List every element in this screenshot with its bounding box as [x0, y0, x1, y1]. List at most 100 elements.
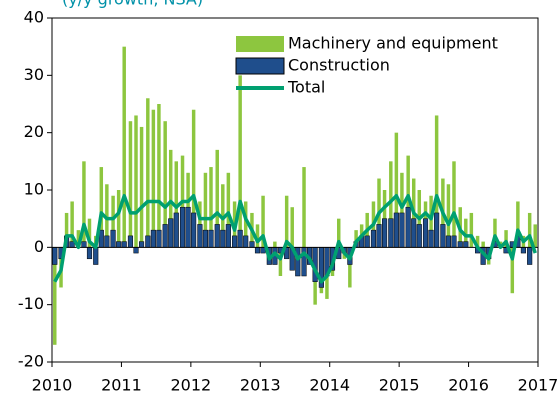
machinery-bar — [203, 172, 208, 248]
construction-bar — [138, 241, 145, 248]
machinery-bar — [394, 132, 399, 248]
machinery-bar — [400, 172, 404, 248]
construction-bar — [52, 247, 58, 265]
construction-bar — [150, 229, 156, 248]
x-tick-label: 2015 — [379, 376, 420, 395]
machinery-bar — [64, 212, 69, 248]
machinery-bar — [533, 224, 537, 248]
machinery-bar — [493, 218, 497, 248]
machinery-bar — [290, 207, 294, 248]
machinery-bar — [434, 115, 439, 248]
y-tick-label: -20 — [18, 352, 44, 371]
construction-bar — [104, 235, 110, 248]
machinery-bar — [151, 109, 156, 248]
machinery-bar — [128, 121, 133, 248]
machinery-bar — [504, 230, 508, 248]
machinery-bar — [221, 184, 225, 248]
machinery-bar — [243, 201, 248, 248]
construction-bar — [127, 235, 134, 248]
machinery-bar — [406, 155, 410, 248]
machinery-bar — [215, 149, 219, 248]
construction-bar — [208, 229, 214, 248]
construction-bar — [225, 224, 231, 248]
machinery-bar — [273, 241, 277, 248]
construction-bar — [237, 229, 243, 248]
construction-bar — [93, 247, 99, 265]
construction-bar — [393, 212, 399, 248]
legend-swatch — [235, 57, 285, 75]
construction-bar — [232, 235, 238, 248]
machinery-bar — [191, 109, 196, 248]
machinery-bar — [163, 121, 167, 248]
legend-label: Construction — [288, 56, 390, 75]
machinery-bar — [348, 247, 352, 288]
construction-bar — [168, 218, 174, 248]
total-line — [53, 193, 537, 284]
machinery-bar — [527, 212, 532, 248]
construction-bar — [116, 241, 122, 248]
construction-bar — [197, 224, 203, 248]
construction-bar — [254, 247, 261, 254]
construction-bar — [364, 235, 370, 248]
machinery-bar — [238, 75, 242, 248]
machinery-bar — [302, 167, 306, 248]
construction-bar — [249, 241, 255, 248]
machinery-bar — [354, 230, 358, 248]
x-tick-label: 2016 — [448, 376, 489, 395]
machinery-bar — [134, 115, 138, 248]
construction-bar — [179, 206, 186, 248]
construction-bar — [376, 224, 382, 248]
construction-bar — [457, 241, 463, 248]
construction-bar — [381, 218, 388, 248]
y-tick-label: -10 — [18, 294, 44, 313]
machinery-bar — [278, 247, 283, 276]
machinery-bar — [516, 201, 520, 248]
construction-bar — [191, 212, 197, 248]
construction-bar — [162, 224, 168, 248]
x-tick-label: 2010 — [32, 376, 73, 395]
legend-label: Machinery and equipment — [288, 34, 498, 53]
machinery-bar — [53, 247, 57, 345]
machinery-bar — [82, 161, 86, 248]
construction-bar — [411, 218, 417, 248]
machinery-bar — [146, 98, 150, 248]
legend-swatch — [236, 36, 284, 52]
machinery-bar — [70, 201, 74, 248]
construction-bar — [370, 229, 377, 248]
machinery-bar — [446, 184, 451, 248]
machinery-bar — [105, 184, 109, 248]
construction-bar — [451, 235, 457, 248]
construction-bar — [399, 212, 405, 248]
construction-bar — [220, 229, 226, 248]
construction-bar — [243, 235, 249, 248]
y-tick-label: 10 — [24, 180, 44, 199]
y-tick-label: 0 — [34, 237, 44, 256]
construction-bar — [422, 218, 429, 248]
machinery-bar — [429, 195, 433, 248]
machinery-bar — [87, 218, 92, 248]
machinery-bar — [111, 195, 115, 248]
construction-bar — [440, 224, 446, 248]
machinery-bar — [261, 195, 265, 248]
machinery-bar — [452, 161, 456, 248]
construction-bar — [214, 224, 220, 248]
machinery-bar — [116, 190, 121, 248]
machinery-bar — [209, 167, 213, 248]
machinery-bar — [157, 104, 161, 248]
machinery-bar — [226, 172, 231, 248]
construction-bar — [81, 241, 87, 248]
construction-bar — [156, 229, 162, 248]
machinery-bar — [99, 167, 104, 248]
machinery-bar — [255, 224, 260, 248]
construction-bar — [202, 229, 209, 248]
y-tick-label: 20 — [24, 122, 44, 141]
machinery-bar — [469, 212, 474, 248]
construction-bar — [121, 241, 127, 248]
construction-bar — [388, 218, 394, 248]
y-tick-label: 40 — [24, 8, 44, 27]
machinery-bar — [481, 241, 485, 248]
construction-bar — [133, 247, 139, 254]
machinery-bar — [168, 149, 173, 248]
machinery-bar — [174, 161, 179, 248]
